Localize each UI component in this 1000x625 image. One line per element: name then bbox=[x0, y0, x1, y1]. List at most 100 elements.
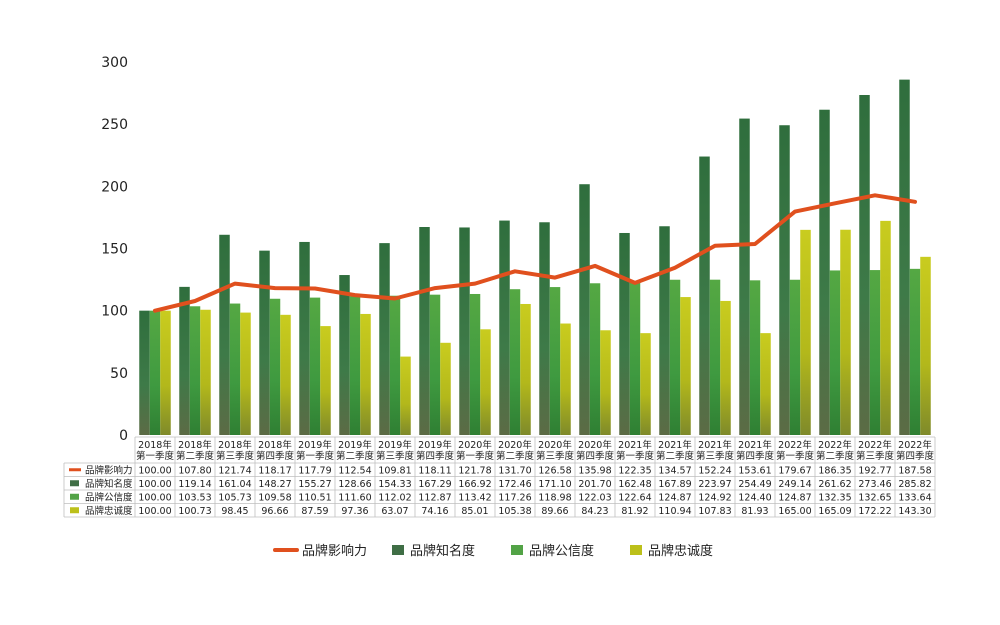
data-label: 100.73 bbox=[178, 506, 211, 517]
y-tick-label: 100 bbox=[101, 304, 128, 320]
data-label: 109.58 bbox=[258, 492, 291, 503]
bar bbox=[739, 118, 750, 435]
bar bbox=[149, 310, 161, 435]
row-label: 品牌影响力 bbox=[85, 464, 133, 476]
data-label: 111.60 bbox=[338, 492, 371, 503]
bar bbox=[560, 323, 571, 435]
bar bbox=[259, 250, 270, 435]
bar bbox=[819, 109, 830, 436]
x-tick-label: 2021年 bbox=[738, 439, 772, 451]
data-label: 133.64 bbox=[898, 492, 931, 503]
data-label: 122.03 bbox=[578, 492, 611, 503]
data-label: 172.22 bbox=[858, 506, 891, 517]
line-path bbox=[153, 193, 917, 313]
data-label: 261.62 bbox=[818, 479, 851, 490]
data-label: 152.24 bbox=[698, 465, 731, 476]
data-label: 153.61 bbox=[738, 465, 771, 476]
bar bbox=[709, 279, 721, 435]
data-label: 110.94 bbox=[658, 506, 691, 517]
x-tick-label: 2019年 bbox=[298, 439, 332, 451]
y-tick-label: 250 bbox=[101, 117, 128, 133]
x-tick-label: 2021年 bbox=[698, 439, 732, 451]
x-tick-label: 2018年 bbox=[218, 439, 252, 451]
data-label: 128.66 bbox=[338, 479, 371, 490]
bar bbox=[880, 220, 891, 435]
data-label: 118.98 bbox=[538, 492, 571, 503]
data-label: 162.48 bbox=[618, 479, 651, 490]
data-table: 2018年第一季度2018年第二季度2018年第三季度2018年第四季度2019… bbox=[63, 436, 936, 518]
data-label: 113.42 bbox=[458, 492, 491, 503]
data-label: 100.00 bbox=[138, 465, 171, 476]
data-label: 117.26 bbox=[498, 492, 531, 503]
bar bbox=[229, 303, 241, 435]
bar bbox=[509, 289, 521, 435]
bar bbox=[379, 243, 390, 435]
bar bbox=[720, 300, 731, 435]
data-label: 107.80 bbox=[178, 465, 211, 476]
data-label: 112.87 bbox=[418, 492, 451, 503]
x-tick-label: 第三季度 bbox=[696, 450, 735, 462]
data-label: 166.92 bbox=[458, 479, 491, 490]
data-label: 109.81 bbox=[378, 465, 411, 476]
data-label: 89.66 bbox=[541, 506, 568, 517]
bar bbox=[899, 79, 910, 436]
bar bbox=[419, 227, 430, 435]
x-tick-label: 第三季度 bbox=[856, 450, 895, 462]
bar bbox=[200, 309, 211, 435]
x-tick-label: 第一季度 bbox=[456, 450, 495, 462]
x-tick-label: 第二季度 bbox=[176, 450, 215, 462]
legend-label: 品牌忠诚度 bbox=[648, 543, 713, 559]
bar bbox=[789, 279, 801, 435]
bar bbox=[669, 279, 681, 435]
x-tick-label: 2020年 bbox=[538, 439, 572, 451]
x-tick-label: 2022年 bbox=[858, 439, 892, 451]
y-tick-label: 50 bbox=[110, 366, 128, 382]
bar bbox=[429, 294, 441, 435]
bar bbox=[459, 227, 470, 435]
legend: 品牌影响力 品牌知名度 品牌公信度 品牌忠诚度 bbox=[273, 543, 713, 559]
data-label: 134.57 bbox=[658, 465, 691, 476]
x-tick-label: 2022年 bbox=[818, 439, 852, 451]
data-label: 119.14 bbox=[178, 479, 211, 490]
bar bbox=[240, 312, 251, 435]
data-label: 105.38 bbox=[498, 506, 531, 517]
bar bbox=[219, 234, 230, 435]
x-tick-label: 2022年 bbox=[778, 439, 812, 451]
bar bbox=[400, 356, 411, 435]
data-label: 165.09 bbox=[818, 506, 851, 517]
bar bbox=[339, 275, 350, 435]
bar bbox=[349, 296, 361, 435]
legend-swatch bbox=[630, 545, 642, 555]
x-tick-label: 第三季度 bbox=[376, 450, 415, 462]
bar bbox=[779, 125, 790, 435]
data-label: 121.74 bbox=[218, 465, 251, 476]
bar bbox=[389, 295, 401, 435]
bar bbox=[299, 241, 310, 435]
bar bbox=[499, 220, 510, 435]
data-label: 74.16 bbox=[421, 506, 448, 517]
legend-swatch bbox=[511, 545, 523, 555]
legend-label: 品牌公信度 bbox=[529, 543, 594, 559]
data-label: 118.11 bbox=[418, 465, 451, 476]
data-label: 285.82 bbox=[898, 479, 931, 490]
x-tick-label: 2019年 bbox=[338, 439, 372, 451]
data-label: 124.87 bbox=[778, 492, 811, 503]
row-label: 品牌知名度 bbox=[85, 478, 133, 490]
data-label: 132.65 bbox=[858, 492, 891, 503]
y-tick-label: 200 bbox=[101, 179, 128, 195]
data-label: 124.40 bbox=[738, 492, 771, 503]
data-label: 85.01 bbox=[461, 506, 488, 517]
bar bbox=[600, 330, 611, 435]
data-label: 143.30 bbox=[898, 506, 931, 517]
bar bbox=[539, 222, 550, 435]
bar bbox=[619, 232, 630, 435]
bar bbox=[309, 297, 321, 435]
x-tick-label: 2021年 bbox=[658, 439, 692, 451]
row-key-swatch bbox=[70, 493, 79, 500]
bars bbox=[139, 79, 931, 436]
data-label: 167.29 bbox=[418, 479, 451, 490]
data-label: 187.58 bbox=[898, 465, 931, 476]
bar bbox=[280, 314, 291, 435]
x-tick-label: 2019年 bbox=[378, 439, 412, 451]
y-tick-label: 150 bbox=[101, 242, 128, 258]
